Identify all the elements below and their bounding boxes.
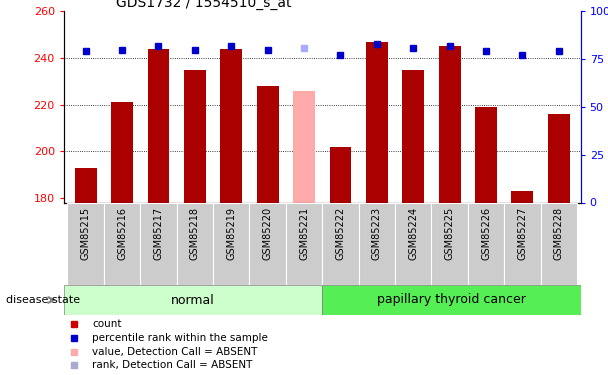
Bar xyxy=(322,285,581,315)
Bar xyxy=(322,202,359,285)
Bar xyxy=(257,86,278,202)
Bar xyxy=(286,202,322,285)
Text: disease state: disease state xyxy=(6,295,80,305)
Bar xyxy=(366,42,388,203)
Text: GSM85223: GSM85223 xyxy=(372,207,382,260)
Bar xyxy=(511,191,533,202)
Bar xyxy=(67,202,104,285)
Bar xyxy=(504,202,541,285)
Text: GSM85222: GSM85222 xyxy=(336,207,345,260)
Bar xyxy=(541,202,577,285)
Bar xyxy=(439,46,460,202)
Bar xyxy=(475,107,497,202)
Bar xyxy=(213,202,249,285)
Text: GSM85226: GSM85226 xyxy=(481,207,491,260)
Text: GSM85215: GSM85215 xyxy=(81,207,91,260)
Text: GSM85219: GSM85219 xyxy=(226,207,237,260)
Text: GSM85220: GSM85220 xyxy=(263,207,272,260)
Text: value, Detection Call = ABSENT: value, Detection Call = ABSENT xyxy=(92,346,258,357)
Text: GSM85221: GSM85221 xyxy=(299,207,309,260)
Text: normal: normal xyxy=(171,294,215,306)
Text: GSM85218: GSM85218 xyxy=(190,207,200,260)
Text: GSM85228: GSM85228 xyxy=(554,207,564,260)
Text: GSM85225: GSM85225 xyxy=(444,207,455,260)
Text: papillary thyroid cancer: papillary thyroid cancer xyxy=(377,294,526,306)
Text: GSM85216: GSM85216 xyxy=(117,207,127,260)
Bar xyxy=(548,114,570,202)
Bar xyxy=(177,202,213,285)
Bar xyxy=(64,285,322,315)
Bar xyxy=(402,69,424,202)
Text: count: count xyxy=(92,319,122,329)
Bar xyxy=(220,49,242,202)
Text: GSM85227: GSM85227 xyxy=(517,207,527,260)
Bar xyxy=(75,168,97,202)
Bar xyxy=(330,147,351,202)
Bar xyxy=(249,202,286,285)
Text: GSM85217: GSM85217 xyxy=(153,207,164,260)
Bar xyxy=(111,102,133,202)
Bar xyxy=(140,202,177,285)
Bar xyxy=(395,202,432,285)
Bar xyxy=(293,90,315,202)
Bar xyxy=(184,69,206,202)
Bar xyxy=(432,202,468,285)
Bar xyxy=(468,202,504,285)
Text: GDS1732 / 1554510_s_at: GDS1732 / 1554510_s_at xyxy=(116,0,291,10)
Text: rank, Detection Call = ABSENT: rank, Detection Call = ABSENT xyxy=(92,360,253,370)
Text: percentile rank within the sample: percentile rank within the sample xyxy=(92,333,268,343)
Bar xyxy=(359,202,395,285)
Bar xyxy=(104,202,140,285)
Bar xyxy=(148,49,170,202)
Text: GSM85224: GSM85224 xyxy=(408,207,418,260)
